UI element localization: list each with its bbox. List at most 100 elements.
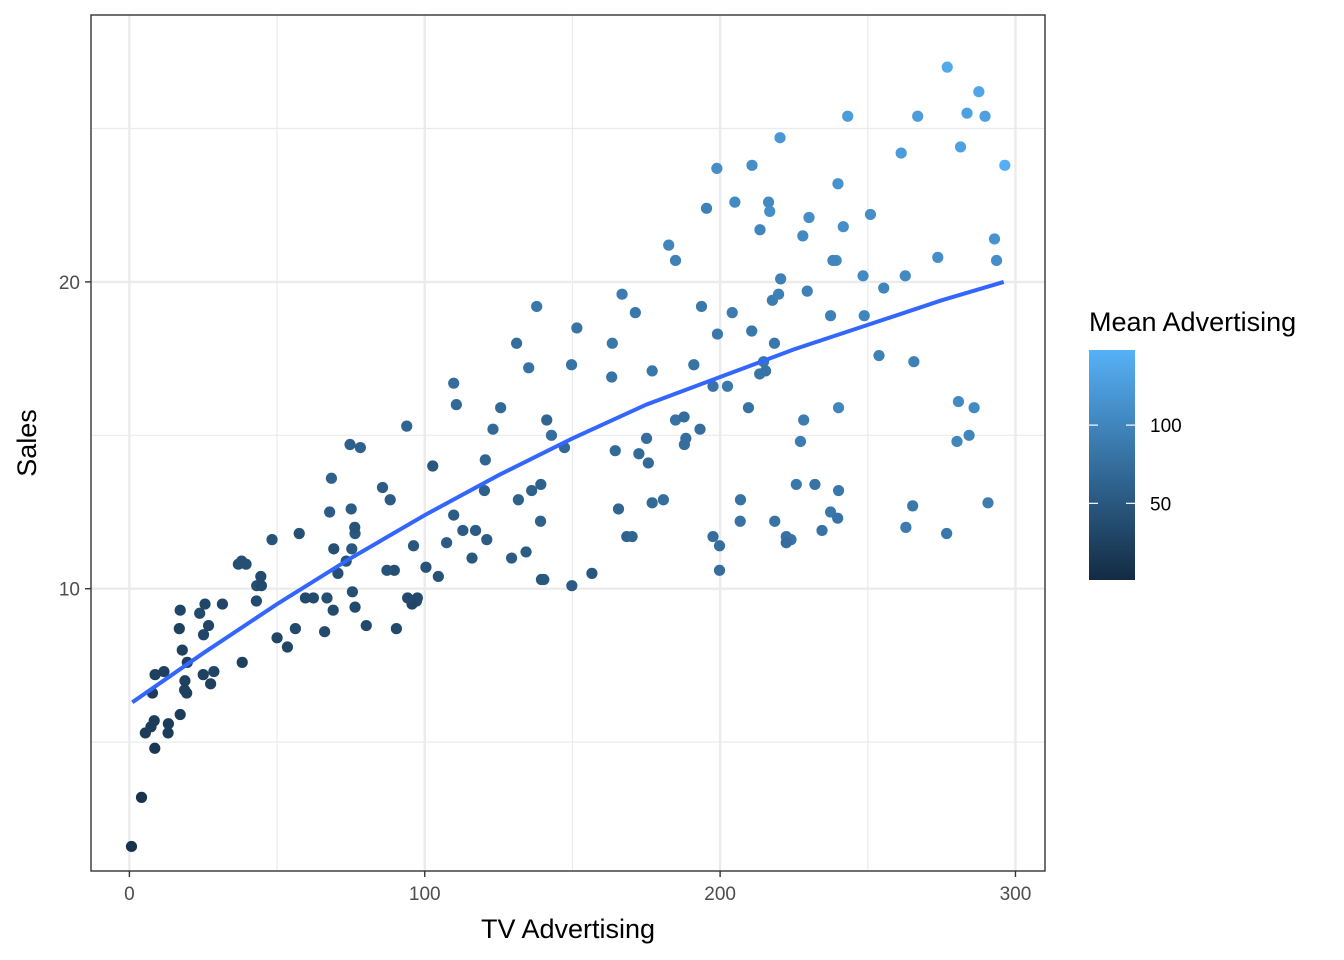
data-point	[954, 141, 967, 153]
data-point	[606, 371, 618, 383]
data-point	[774, 132, 786, 144]
data-point	[612, 503, 625, 515]
data-point	[512, 494, 524, 506]
data-point	[640, 432, 653, 444]
data-point	[857, 270, 869, 282]
data-point	[932, 251, 944, 263]
data-point	[803, 211, 815, 224]
data-point	[349, 521, 361, 533]
y-axis: 10 20	[59, 273, 91, 601]
data-point	[255, 570, 267, 583]
data-point	[734, 494, 747, 506]
data-point	[240, 558, 252, 570]
data-point	[951, 435, 963, 448]
trend-line	[131, 279, 1005, 704]
data-point	[742, 402, 755, 414]
y-tick-label: 10	[59, 580, 80, 601]
panel-background	[91, 15, 1045, 871]
data-point	[271, 632, 283, 644]
data-point	[707, 380, 719, 392]
data-point	[824, 310, 837, 322]
data-point	[678, 411, 690, 423]
data-point	[900, 521, 912, 533]
data-point	[299, 592, 312, 604]
data-point	[729, 196, 741, 208]
data-point	[941, 527, 953, 540]
data-point	[420, 561, 432, 573]
data-point	[633, 448, 645, 460]
data-point	[432, 570, 444, 583]
data-point	[754, 224, 766, 236]
data-point	[481, 534, 493, 546]
data-point	[346, 543, 358, 555]
data-point	[907, 500, 919, 512]
data-point	[390, 623, 402, 635]
data-point	[864, 208, 877, 221]
data-point	[713, 540, 726, 552]
data-point	[768, 337, 781, 349]
data-point	[307, 592, 320, 604]
data-point	[520, 546, 532, 558]
data-point	[912, 110, 924, 122]
data-point	[899, 270, 911, 282]
data-point	[963, 429, 975, 441]
data-point	[688, 359, 700, 371]
data-point	[762, 196, 775, 208]
data-point	[376, 481, 389, 494]
data-point	[586, 567, 598, 579]
data-point	[973, 86, 985, 98]
data-point	[346, 586, 358, 598]
data-point	[609, 445, 621, 457]
data-point	[775, 273, 787, 285]
data-point	[711, 162, 723, 175]
data-point	[827, 254, 839, 267]
data-point	[746, 159, 758, 171]
data-point	[328, 543, 340, 555]
data-point	[479, 454, 491, 466]
data-point	[534, 515, 547, 527]
data-point	[801, 285, 813, 297]
data-point	[908, 356, 920, 368]
data-point	[545, 429, 558, 441]
data-point	[208, 665, 220, 678]
data-point	[450, 399, 462, 411]
data-point	[511, 337, 523, 349]
data-point	[401, 420, 413, 432]
legend-title: Mean Advertising	[1089, 307, 1296, 337]
data-point	[345, 503, 357, 515]
data-point	[469, 524, 482, 537]
data-point	[657, 494, 670, 506]
data-point	[629, 307, 641, 319]
data-point	[176, 644, 188, 656]
data-point	[764, 205, 776, 217]
data-point	[626, 530, 638, 543]
data-point	[780, 537, 792, 549]
data-point	[197, 669, 209, 681]
x-axis: 0 100 200 300	[124, 871, 1031, 905]
data-point	[202, 619, 215, 632]
data-point	[941, 61, 953, 73]
data-point	[832, 178, 844, 190]
data-point	[535, 478, 547, 491]
data-point	[319, 626, 331, 638]
data-point	[816, 524, 828, 537]
data-point	[149, 742, 161, 754]
data-point	[726, 307, 738, 319]
data-point	[999, 159, 1011, 171]
x-axis-title: TV Advertising	[481, 914, 655, 944]
data-point	[663, 239, 675, 251]
data-point	[523, 362, 535, 374]
data-point	[809, 478, 821, 491]
data-point	[149, 669, 161, 681]
data-point	[162, 718, 174, 730]
data-point	[669, 254, 682, 267]
data-point	[324, 506, 336, 518]
data-point	[344, 438, 356, 451]
data-point	[982, 497, 994, 509]
data-point	[407, 540, 420, 552]
data-point	[721, 380, 734, 392]
data-point	[700, 202, 713, 214]
data-point	[158, 665, 170, 678]
data-point	[179, 684, 191, 696]
